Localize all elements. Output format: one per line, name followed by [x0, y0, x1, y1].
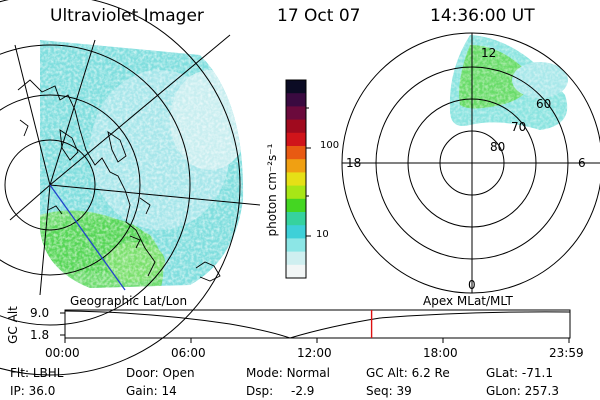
glon-status: GLon: 257.3	[486, 384, 559, 398]
geographic-label: Geographic Lat/Lon	[70, 294, 188, 308]
filter-label: Flt:	[10, 366, 29, 380]
polar-map	[341, 32, 600, 294]
time-tick-1800: 18:00	[423, 346, 458, 360]
geographic-map	[0, 0, 261, 376]
glat-status: GLat: -71.1	[486, 366, 553, 380]
mode-status: Mode: Normal	[246, 366, 330, 380]
gc-alt-label: GC Alt:	[366, 366, 408, 380]
ip-status: IP: 36.0	[10, 384, 55, 398]
seq-value: 39	[396, 384, 412, 398]
colorbar-band	[286, 264, 306, 279]
colorbar-band	[286, 172, 306, 187]
colorbar-tick-10: 10	[316, 229, 329, 240]
glon-value: 257.3	[524, 384, 559, 398]
colorbar-band	[286, 185, 306, 200]
lat-label-80: 80	[490, 140, 506, 154]
colorbar-band	[286, 106, 306, 121]
colorbar-band	[286, 212, 306, 226]
ip-value: 36.0	[28, 384, 56, 398]
colorbar-ticks	[306, 107, 311, 237]
time-tick-2359: 23:59	[549, 346, 584, 360]
ip-label: IP:	[10, 384, 25, 398]
colorbar-band	[286, 225, 306, 239]
time-tick-0600: 06:00	[171, 346, 206, 360]
dsp-value: -2.9	[290, 384, 315, 398]
dsp-status: Dsp: -2.9	[246, 384, 314, 398]
instrument-title: Ultraviolet Imager	[50, 6, 204, 26]
mode-label: Mode:	[246, 366, 283, 380]
colorbar-unit-label: photon cm⁻²s⁻¹	[265, 143, 279, 237]
mlt-label-12: 12	[481, 46, 497, 60]
colorbar-band	[286, 159, 306, 173]
colorbar-band	[286, 238, 306, 253]
gc-alt-value: 6.2 Re	[411, 366, 450, 380]
glat-value: -71.1	[521, 366, 553, 380]
altitude-curve	[64, 310, 571, 339]
lat-label-60: 60	[536, 97, 552, 111]
time-tick-1200: 12:00	[297, 346, 332, 360]
gc-alt-status: GC Alt: 6.2 Re	[366, 366, 450, 380]
colorbar-tick-100: 100	[320, 140, 340, 151]
mode-value: Normal	[286, 366, 330, 380]
door-label: Door:	[126, 366, 159, 380]
mlt-label-6: 6	[578, 156, 586, 170]
image-time: 14:36:00 UT	[430, 6, 535, 26]
mlt-label-18: 18	[346, 156, 362, 170]
alt-tick-low: 1.8	[30, 328, 50, 342]
time-tick-0000: 00:00	[45, 346, 80, 360]
seq-label: Seq:	[366, 384, 393, 398]
filter-status: Flt: LBHL	[10, 366, 63, 380]
colorbar-band	[286, 198, 306, 213]
colorbar-band	[286, 146, 306, 160]
glon-label: GLon:	[486, 384, 521, 398]
colorbar-band	[286, 93, 306, 107]
colorbar-band	[286, 80, 306, 94]
colorbar-band	[286, 119, 306, 134]
colorbar-band	[286, 132, 306, 147]
colorbar-frame	[285, 79, 307, 279]
seq-status: Seq: 39	[366, 384, 412, 398]
image-date: 17 Oct 07	[277, 6, 361, 26]
dsp-label: Dsp:	[246, 384, 274, 398]
door-value: Open	[162, 366, 195, 380]
apex-label: Apex MLat/MLT	[423, 294, 513, 308]
colorbar	[285, 79, 311, 279]
filter-value: LBHL	[32, 366, 64, 380]
mlt-label-0: 0	[468, 278, 476, 292]
gc-alt-axis-label: GC Alt	[5, 306, 20, 344]
door-status: Door: Open	[126, 366, 195, 380]
alt-tick-high: 9.0	[30, 306, 50, 320]
glat-label: GLat:	[486, 366, 519, 380]
gain-value: 14	[161, 384, 177, 398]
altitude-strip	[60, 309, 571, 343]
lat-label-70: 70	[511, 120, 527, 134]
gain-status: Gain: 14	[126, 384, 177, 398]
colorbar-band	[286, 251, 306, 266]
gain-label: Gain:	[126, 384, 158, 398]
